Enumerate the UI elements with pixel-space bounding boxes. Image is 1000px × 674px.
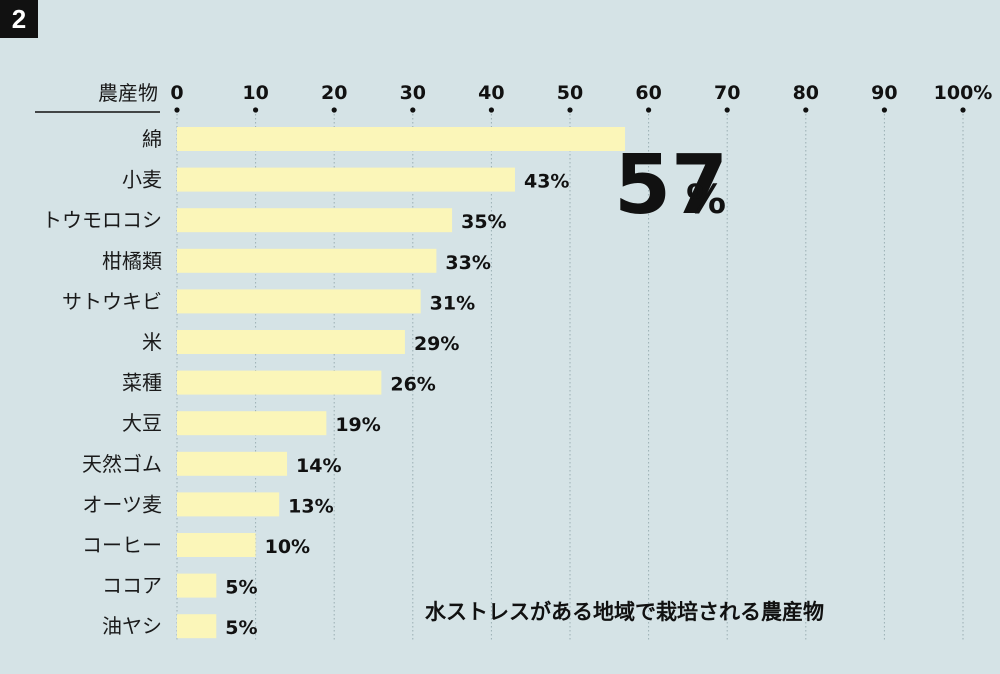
x-tick-label: 20 bbox=[321, 82, 347, 104]
bar bbox=[177, 127, 626, 151]
category-label: サトウキビ bbox=[62, 289, 162, 313]
bar bbox=[177, 330, 405, 354]
data-label: 10% bbox=[265, 536, 310, 558]
bar bbox=[177, 167, 515, 192]
category-label: オーツ麦 bbox=[82, 492, 162, 516]
data-label: 14% bbox=[296, 455, 341, 477]
x-tick-label: 50 bbox=[557, 82, 583, 104]
tick-dot bbox=[646, 107, 652, 113]
bar bbox=[177, 208, 453, 233]
highlight-value: 57 bbox=[614, 138, 728, 233]
tick-dot bbox=[803, 107, 809, 113]
bar bbox=[177, 614, 217, 639]
data-label: 5% bbox=[225, 617, 257, 639]
category-label: 米 bbox=[142, 330, 162, 354]
bar bbox=[177, 533, 256, 557]
bar bbox=[177, 492, 280, 517]
category-label: 油ヤシ bbox=[102, 614, 162, 638]
bar bbox=[177, 370, 382, 395]
category-label: 柑橘類 bbox=[102, 249, 162, 273]
x-tick-label: 30 bbox=[400, 82, 426, 104]
x-tick-label: 80 bbox=[793, 82, 819, 104]
data-label: 29% bbox=[414, 333, 459, 355]
tick-dot bbox=[881, 107, 888, 113]
highlight-unit: % bbox=[686, 177, 726, 223]
category-label: 菜種 bbox=[122, 371, 162, 395]
data-label: 26% bbox=[390, 374, 435, 396]
tick-dot bbox=[253, 107, 259, 113]
tick-dot bbox=[567, 107, 573, 113]
x-tick-label: 60 bbox=[635, 82, 661, 104]
x-tick-label: 90 bbox=[871, 82, 897, 104]
tick-dot bbox=[488, 107, 494, 113]
bar bbox=[177, 573, 217, 598]
tick-dot bbox=[960, 107, 966, 113]
x-tick-label: 40 bbox=[478, 82, 504, 104]
category-label: 大豆 bbox=[122, 411, 162, 435]
category-header: 農産物 bbox=[98, 81, 158, 105]
bar bbox=[177, 411, 327, 436]
tick-dot bbox=[410, 107, 416, 113]
data-label: 33% bbox=[445, 252, 490, 274]
data-label: 5% bbox=[225, 577, 257, 599]
tick-dot bbox=[724, 107, 730, 113]
chart-caption: 水ストレスがある地域で栽培される農産物 bbox=[425, 600, 824, 624]
data-label: 13% bbox=[288, 495, 333, 517]
tick-dot bbox=[174, 107, 180, 113]
x-tick-label: 0 bbox=[170, 82, 183, 104]
x-axis-ticks: 0 10 20 30 40 50 60 70 80 90 100% bbox=[170, 82, 992, 113]
x-tick-label: 100% bbox=[934, 82, 993, 104]
category-label: 天然ゴム bbox=[82, 452, 162, 476]
data-label: 31% bbox=[430, 292, 475, 314]
category-label: トウモロコシ bbox=[42, 208, 162, 232]
data-label: 35% bbox=[461, 211, 506, 233]
figure-number-badge: 2 bbox=[0, 0, 38, 38]
category-label: 綿 bbox=[142, 127, 162, 151]
tick-dot bbox=[331, 107, 337, 113]
category-label: ココア bbox=[102, 574, 162, 598]
data-label: 19% bbox=[335, 414, 380, 436]
bars: 綿小麦 43% トウモロコシ 35% 柑橘類 33% サトウキビ 31% 米 29% 菜種 26% 大豆… bbox=[42, 127, 626, 639]
bar bbox=[177, 451, 288, 476]
data-label: 43% bbox=[524, 171, 569, 193]
bar bbox=[177, 248, 437, 273]
x-tick-label: 10 bbox=[242, 82, 268, 104]
category-label: コーヒー bbox=[82, 533, 162, 557]
bar bbox=[177, 289, 421, 314]
x-tick-label: 70 bbox=[714, 82, 740, 104]
category-label: 小麦 bbox=[122, 168, 162, 192]
